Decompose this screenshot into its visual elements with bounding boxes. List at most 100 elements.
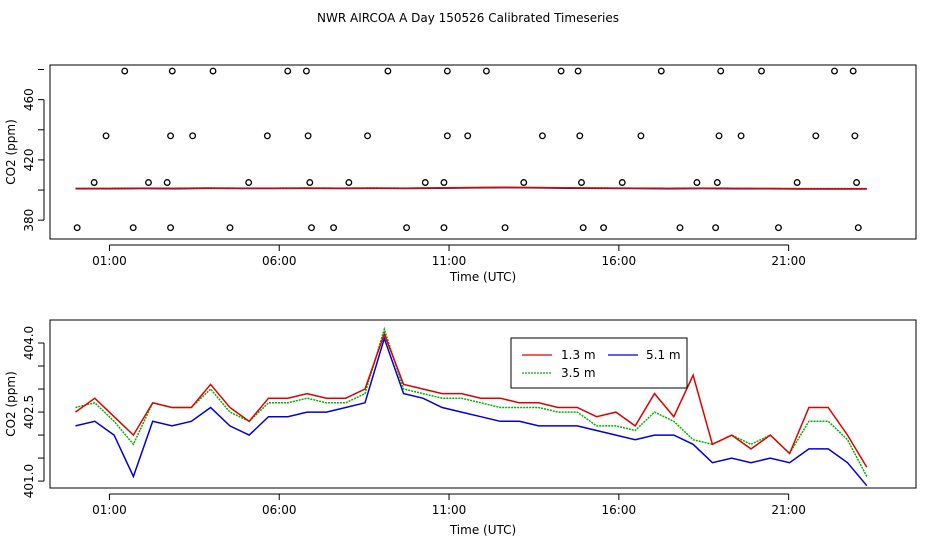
outlier-point [403,224,411,232]
legend-box [510,337,688,389]
outlier-point [364,132,371,140]
top-y-tick-label: 380 [22,209,36,232]
top-panel: 01:00 06:00 11:00 16:00 21:00 380 420 460 Time… [4,64,917,284]
outlier-point [284,67,292,75]
outlier-point [245,179,253,186]
bottom-plot-frame [49,319,917,489]
legend-label-2: 3.5 m [561,366,596,380]
outlier-point [163,179,171,186]
outlier-point [90,179,98,186]
outlier-point [520,179,528,186]
top-x-axis: 01:00 06:00 11:00 16:00 21:00 [92,244,806,268]
outlier-point [302,67,310,75]
outlier-point [167,224,175,232]
top-x-tick-label: 16:00 [602,254,637,268]
top-y-axis-label: CO2 (ppm) [4,119,18,185]
top-x-tick-label: 01:00 [92,254,127,268]
outlier-point [712,224,720,232]
outlier-point [758,67,765,75]
bottom-panel: 01:00 06:00 11:00 16:00 21:00 401.0 402.5 404.… [4,319,917,537]
outlier-point [440,179,448,186]
outlier-point [464,132,472,140]
top-y-tick-label: 420 [22,148,36,171]
outlier-point [102,132,110,140]
outlier-point [421,179,429,186]
legend-label-3: 5.1 m [646,348,681,362]
bottom-x-axis: 01:00 06:00 11:00 16:00 21:00 [92,493,806,517]
bottom-x-tick-label: 21:00 [771,503,806,517]
outlier-point [849,67,857,75]
bottom-y-axis-label: CO2 (ppm) [4,371,18,437]
outlier-point [226,224,234,232]
outlier-point [793,179,801,186]
bottom-series-line-3 [75,335,868,487]
outlier-point [854,224,862,232]
outlier-point [443,67,451,75]
outlier-point [831,67,838,75]
outlier-point [676,224,684,232]
bottom-y-tick-label: 404.0 [22,326,36,360]
outlier-point [189,132,197,140]
top-x-tick-label: 21:00 [771,254,806,268]
outlier-point [306,179,314,186]
outlier-point [482,67,490,75]
outlier-point [440,224,448,232]
outlier-point [574,67,582,75]
bottom-x-tick-label: 11:00 [432,503,467,517]
outlier-point [330,224,338,232]
bottom-x-tick-label: 01:00 [92,503,127,517]
outlier-point [209,67,217,75]
bottom-series-line-2 [75,326,868,477]
bottom-series-line-1 [75,331,868,468]
outlier-point [693,179,701,186]
outlier-point [384,67,392,75]
outlier-point [168,67,176,75]
outlier-point [637,132,645,140]
outlier-point [657,67,665,75]
top-y-axis: 380 420 460 [22,69,45,232]
top-series-line-1 [75,186,867,190]
bottom-x-tick-label: 06:00 [262,503,297,517]
outlier-point [618,179,626,186]
outlier-point [538,132,546,140]
outlier-point [576,132,584,140]
outlier-point [715,132,723,140]
outlier-point [167,132,175,140]
outlier-point [443,132,451,140]
outlier-point [73,224,81,232]
top-x-tick-label: 11:00 [432,254,467,268]
outlier-point [737,132,745,140]
outlier-point [775,224,782,232]
outlier-point [129,224,137,232]
legend: 1.3 m 5.1 m 3.5 m [510,337,688,389]
outlier-point [812,132,820,140]
outlier-point [578,179,585,186]
outlier-point [501,224,509,232]
top-x-axis-label: Time (UTC) [449,270,516,284]
outlier-point [121,67,129,75]
top-x-tick-label: 06:00 [262,254,297,268]
outlier-point [713,179,721,186]
outlier-point [263,132,271,140]
bottom-y-axis: 401.0 402.5 404.0 [22,326,45,498]
outlier-point [600,224,608,232]
outlier-point [579,224,587,232]
bottom-y-tick-label: 402.5 [22,395,36,429]
bottom-plot-marks [75,326,868,487]
outlier-point [851,132,859,140]
outlier-point [557,67,565,75]
outlier-point [717,67,725,75]
outlier-point [304,132,312,140]
bottom-x-tick-label: 16:00 [602,503,637,517]
legend-label-1: 1.3 m [561,348,596,362]
outlier-point [853,179,861,186]
outlier-point [145,179,152,186]
bottom-x-axis-label: Time (UTC) [449,523,516,537]
top-y-tick-label: 460 [22,88,36,111]
chart-title: NWR AIRCOA A Day 150526 Calibrated Times… [317,11,619,25]
top-plot-marks [73,67,867,232]
bottom-y-tick-label: 401.0 [22,464,36,498]
outlier-point [308,224,315,232]
outlier-point [345,179,353,186]
